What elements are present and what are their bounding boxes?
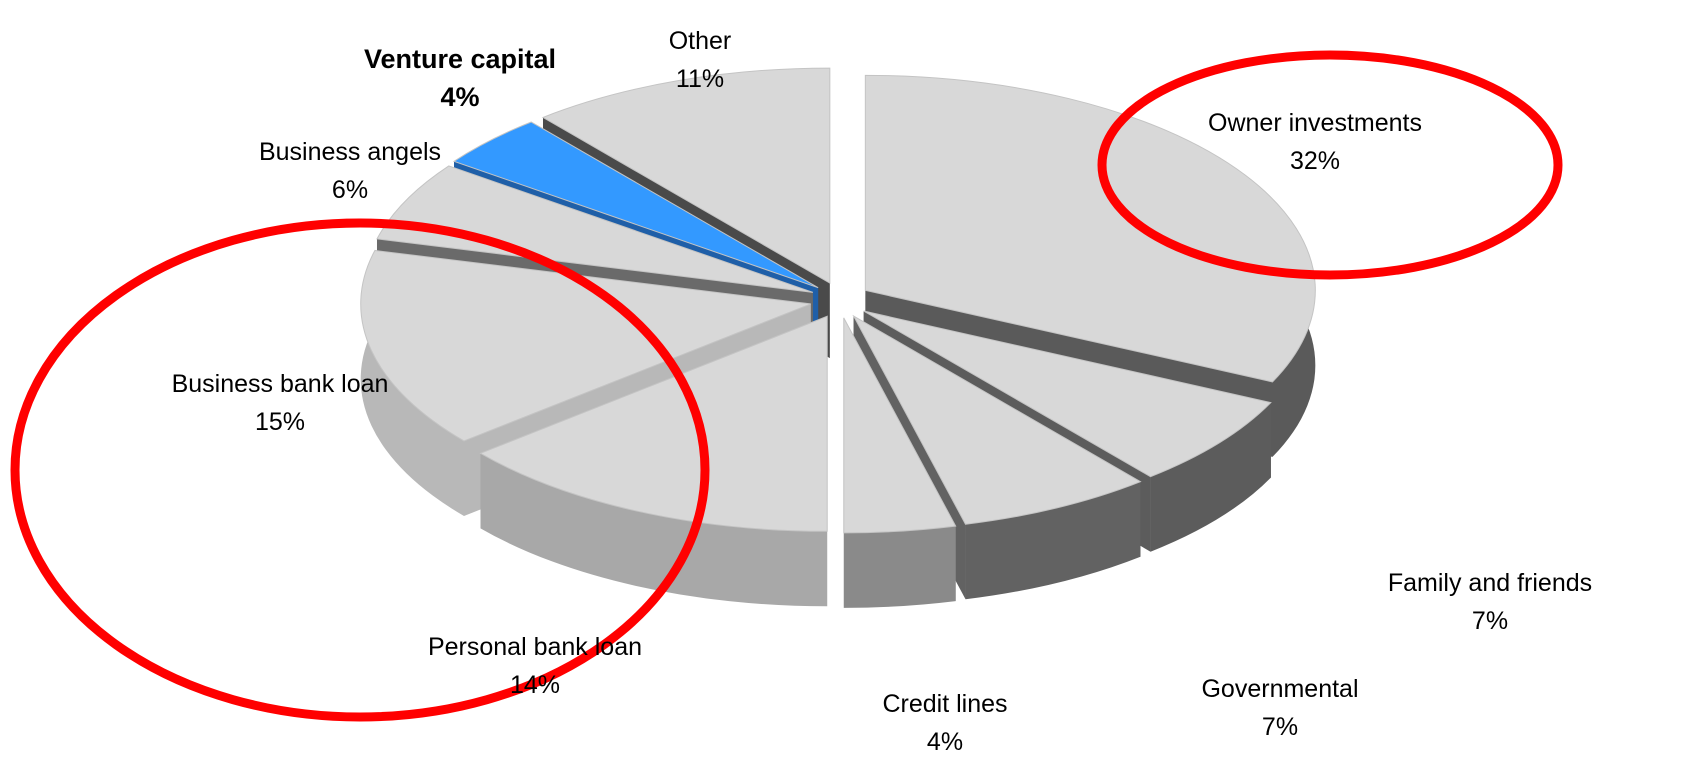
highlight-ring-bank-loans	[10, 218, 710, 722]
slice-label-business-bank-loan: Business bank loan 15%	[140, 365, 420, 441]
slice-family-and-friends	[863, 310, 1272, 478]
slice-value: 14%	[509, 671, 561, 699]
slice-value: 11%	[675, 65, 725, 93]
slice-label-owner-investments: Owner investments 32%	[1185, 104, 1445, 180]
slice-name: Governmental	[1201, 675, 1359, 703]
slice-label-family-and-friends: Family and friends 7%	[1360, 564, 1620, 640]
highlight-rings	[10, 50, 1563, 722]
slice-name: Family and friends	[1387, 569, 1593, 597]
slice-business-bank-loan	[360, 249, 811, 442]
slice-name: Personal bank loan	[427, 633, 643, 661]
slice-governmental	[852, 314, 1142, 525]
slice-name: Business angels	[258, 138, 442, 166]
slice-value: 4%	[440, 82, 480, 112]
slice-name: Venture capital	[363, 44, 557, 74]
slice-business-angels	[376, 165, 814, 293]
slice-other	[541, 67, 831, 284]
slice-rim-business-bank-loan	[360, 250, 464, 516]
highlight-ring-owner-investments	[1097, 50, 1563, 280]
slice-label-governmental: Governmental 7%	[1170, 670, 1390, 746]
slice-value: 4%	[926, 728, 964, 756]
slice-value: 32%	[1289, 147, 1341, 175]
slice-name: Business bank loan	[171, 370, 389, 398]
slice-label-venture-capital: Venture capital 4%	[340, 40, 580, 116]
slice-value: 7%	[1261, 713, 1299, 741]
slice-value: 7%	[1471, 607, 1509, 635]
slice-label-credit-lines: Credit lines 4%	[845, 685, 1045, 761]
slice-credit-lines	[843, 317, 957, 534]
slice-name: Other	[668, 27, 732, 55]
slice-rim-governmental	[965, 481, 1141, 600]
slice-value: 6%	[331, 176, 369, 204]
slice-value: 15%	[254, 408, 306, 436]
slice-rim-credit-lines	[843, 526, 956, 608]
slice-owner-investments	[864, 74, 1316, 383]
slice-tops	[360, 67, 1316, 534]
slice-rim-family-and-friends	[1150, 402, 1271, 552]
slice-label-other: Other 11%	[620, 22, 780, 98]
slice-label-personal-bank-loan: Personal bank loan 14%	[395, 628, 675, 704]
slice-venture-capital	[452, 121, 819, 289]
slice-personal-bank-loan	[479, 315, 828, 532]
slice-rim-personal-bank-loan	[480, 453, 828, 607]
slice-name: Owner investments	[1208, 109, 1422, 137]
slice-label-business-angels: Business angels 6%	[230, 133, 470, 209]
slice-name: Credit lines	[882, 690, 1008, 718]
